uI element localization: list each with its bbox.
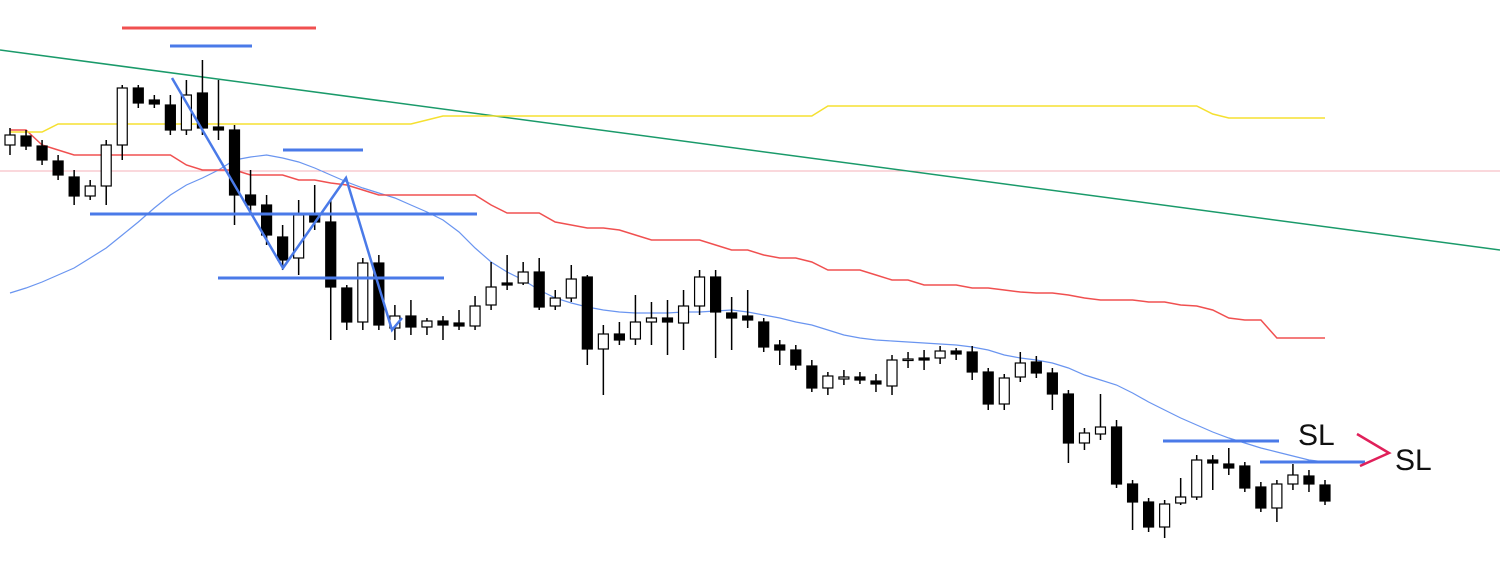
candle-body xyxy=(902,358,914,362)
candle-body xyxy=(1255,486,1267,509)
candle-body xyxy=(806,365,818,389)
candle-body xyxy=(533,271,545,308)
candle-body xyxy=(934,350,946,359)
candle-body xyxy=(84,185,96,197)
candle-body xyxy=(341,287,353,323)
candle-body xyxy=(838,376,850,380)
candle-body xyxy=(437,320,449,326)
candle-body xyxy=(918,357,930,361)
trend-line xyxy=(0,49,1500,251)
candle-body xyxy=(677,305,690,324)
candle-body xyxy=(790,349,802,366)
candle-body xyxy=(774,344,786,351)
candle-body xyxy=(886,359,898,387)
annotation: SL xyxy=(1395,444,1432,477)
candle-layer xyxy=(4,60,1331,538)
candle-body xyxy=(421,320,433,328)
candle-body xyxy=(52,160,64,176)
candle-body xyxy=(758,321,770,348)
candle-body xyxy=(1142,501,1155,528)
candle-body xyxy=(966,351,978,373)
candle-body xyxy=(1239,465,1251,489)
candle-body xyxy=(597,333,609,350)
annotation: SL xyxy=(1298,419,1335,452)
candle-body xyxy=(1078,432,1091,444)
candle-body xyxy=(645,317,658,323)
candle-body xyxy=(4,134,16,146)
candle-body xyxy=(710,276,722,313)
candle-body xyxy=(854,376,866,381)
candle-body xyxy=(822,375,834,389)
candle-body xyxy=(244,194,257,206)
candle-body xyxy=(485,286,497,306)
candle-body xyxy=(36,145,48,161)
indicator-line xyxy=(10,105,1325,133)
candle-body xyxy=(132,87,144,104)
candle-body xyxy=(68,176,80,197)
candle-body xyxy=(726,312,738,319)
candle-body xyxy=(693,276,706,307)
candle-body xyxy=(357,262,369,323)
candle-body xyxy=(1303,475,1315,485)
candle-body xyxy=(469,305,481,327)
candle-body xyxy=(549,297,561,307)
candle-body xyxy=(982,371,994,405)
candle-body xyxy=(661,317,674,323)
candle-body xyxy=(212,126,225,131)
drawings xyxy=(90,26,1392,468)
candle-body xyxy=(1159,503,1171,528)
indicator-layer xyxy=(9,105,1326,463)
candle-body xyxy=(228,129,241,196)
candle-body xyxy=(1094,426,1107,435)
candle-body xyxy=(1319,484,1331,502)
candle-body xyxy=(1223,463,1235,469)
candle-body xyxy=(164,104,176,131)
candle-body xyxy=(517,271,529,284)
candle-body xyxy=(1046,372,1058,395)
candle-body xyxy=(20,135,32,147)
candle-body xyxy=(373,262,385,326)
candle-body xyxy=(613,333,625,341)
candle-body xyxy=(742,315,754,321)
candle-body xyxy=(260,204,273,236)
candle-body xyxy=(870,380,882,385)
candle-body xyxy=(1030,361,1042,374)
candle-body xyxy=(453,322,465,327)
arrow xyxy=(1356,432,1392,468)
candle-body xyxy=(1271,483,1283,509)
candle-body xyxy=(950,350,962,355)
candle-body xyxy=(325,221,337,288)
candle-body xyxy=(277,236,289,261)
candle-body xyxy=(501,282,513,286)
candle-body xyxy=(565,278,577,299)
candle-body xyxy=(1287,474,1299,485)
candle-body xyxy=(629,321,642,340)
candle-body xyxy=(581,276,593,350)
candle-body xyxy=(1014,362,1026,378)
candle-body xyxy=(100,144,112,187)
drawn-zigzag xyxy=(170,77,403,333)
candle-body xyxy=(405,315,417,328)
candle-body xyxy=(998,377,1010,405)
candle-body xyxy=(116,87,128,146)
candle-body xyxy=(1175,496,1187,504)
candle-body xyxy=(1191,459,1203,498)
candle-body xyxy=(1062,393,1075,444)
candle-body xyxy=(1110,426,1123,485)
candle-body xyxy=(148,99,160,105)
candle-body xyxy=(1207,459,1219,464)
candle-body xyxy=(1126,483,1139,503)
